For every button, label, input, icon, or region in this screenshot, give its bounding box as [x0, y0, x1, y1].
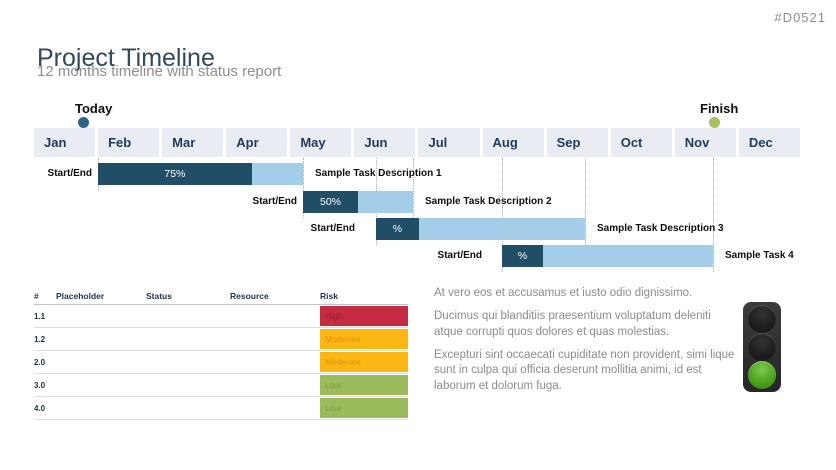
table-header-status: Status [146, 291, 172, 301]
month-cell-feb: Feb [98, 128, 160, 157]
notes-paragraph: Ducimus qui blanditiis praesentium volup… [434, 309, 711, 338]
table-header-risk: Risk [320, 291, 338, 301]
table-header-num: # [34, 291, 39, 301]
notes-paragraph: At vero eos et accusamus et iusto odio d… [434, 287, 693, 299]
slide-id-label: #D0521 [774, 10, 826, 25]
month-cell-nov: Nov [674, 128, 736, 157]
task-description: Sample Task Description 1 [315, 168, 442, 179]
risk-level-cell: Low [320, 375, 408, 395]
notes-text-block: At vero eos et accusamus et iusto odio d… [434, 286, 736, 402]
risk-level-cell: Moderate [320, 329, 408, 349]
task-bar: 50% [303, 191, 413, 213]
table-row: 1.1 High [34, 305, 408, 328]
month-cell-sep: Sep [546, 128, 608, 157]
month-guide-line [713, 158, 714, 272]
table-header-placeholder: Placeholder [56, 291, 105, 301]
traffic-light [743, 302, 781, 392]
task-progress-label: % [517, 250, 528, 262]
month-header-row: Jan Feb Mar Apr May Jun Jul Aug Sep Oct Nov Dec [34, 128, 800, 157]
month-cell-jun: Jun [354, 128, 416, 157]
table-header-resource: Resource [230, 291, 269, 301]
risk-level-cell: Low [320, 398, 408, 418]
row-id-cell: 3.0 [34, 380, 46, 390]
page-title: Project Timeline [37, 43, 215, 72]
task-progress-label: 75% [164, 168, 186, 180]
month-cell-may: May [290, 128, 352, 157]
table-row: 3.0 Low [34, 374, 408, 397]
row-id-cell: 1.2 [34, 334, 46, 344]
task-description: Sample Task Description 3 [597, 223, 724, 234]
task-bar: % [376, 218, 585, 240]
task-bar: 75% [98, 163, 303, 185]
task-progress-fill: % [376, 218, 419, 240]
month-guide-line [413, 158, 414, 218]
risk-level-cell: High [320, 306, 408, 326]
risk-level-cell: Moderate [320, 352, 408, 372]
month-cell-dec: Dec [738, 128, 800, 157]
task-progress-fill: 50% [303, 191, 358, 213]
table-row: 1.2 Moderate [34, 328, 408, 351]
month-guide-line [585, 158, 586, 245]
task-progress-label: % [392, 223, 403, 235]
month-guide-line [303, 158, 304, 218]
today-label: Today [75, 101, 113, 116]
month-cell-jan: Jan [34, 128, 96, 157]
task-progress-fill: 75% [98, 163, 252, 185]
task-startend-label: Start/End [47, 168, 92, 179]
notes-paragraph: Excepturi sint occaecati cupiditate non … [434, 348, 735, 393]
task-startend-label: Start/End [252, 196, 297, 207]
month-cell-oct: Oct [610, 128, 672, 157]
yellow-lamp-icon [748, 333, 776, 361]
risk-table: # Placeholder Status Resource Risk 1.1 High 1.… [34, 288, 408, 420]
task-description: Sample Task Description 2 [425, 196, 552, 207]
row-id-cell: 4.0 [34, 403, 46, 413]
table-row: 2.0 Moderate [34, 351, 408, 374]
finish-label: Finish [700, 101, 739, 116]
green-lamp-icon [748, 361, 776, 389]
today-dot-icon [78, 117, 89, 128]
month-cell-mar: Mar [162, 128, 224, 157]
risk-table-header-row: # Placeholder Status Resource Risk [34, 288, 408, 305]
month-cell-apr: Apr [226, 128, 288, 157]
red-lamp-icon [748, 305, 776, 333]
month-guide-line [502, 158, 503, 272]
task-startend-label: Start/End [437, 250, 482, 261]
task-progress-fill: % [502, 245, 544, 267]
finish-dot-icon [709, 117, 720, 128]
task-bar: % [502, 245, 713, 267]
risk-table-body: 1.1 High 1.2 Moderate 2.0 Moderate 3.0 Low 4.0 Lo… [34, 305, 408, 420]
page-subtitle: 12 months timeline with status report [37, 63, 282, 80]
task-description: Sample Task 4 [725, 250, 794, 261]
month-cell-aug: Aug [482, 128, 544, 157]
table-row: 4.0 Low [34, 397, 408, 420]
task-progress-label: 50% [319, 196, 341, 208]
row-id-cell: 2.0 [34, 357, 46, 367]
row-id-cell: 1.1 [34, 311, 46, 321]
month-cell-jul: Jul [418, 128, 480, 157]
task-startend-label: Start/End [310, 223, 355, 234]
